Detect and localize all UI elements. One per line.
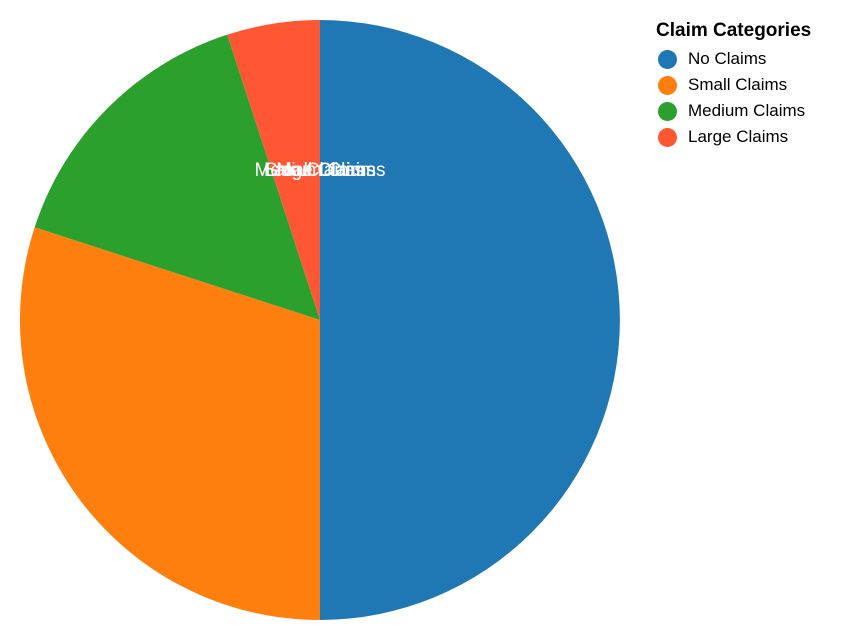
pie-slice-no-claims — [320, 20, 620, 620]
slice-label-no-claims: No Claims — [276, 160, 364, 181]
legend-label: Small Claims — [688, 75, 788, 94]
pie-slice-medium-claims — [34, 34, 321, 321]
legend-swatch — [658, 101, 677, 121]
legend-label: No Claims — [688, 49, 767, 68]
slice-label-small-claims: Small Claims — [265, 160, 376, 181]
pie-slices — [19, 20, 620, 621]
legend: Claim Categories No Claims Small Claims Me… — [656, 20, 852, 150]
legend-item-medium-claims: Medium Claims — [656, 98, 852, 124]
legend-swatch — [658, 75, 677, 95]
pie-slice-large-claims — [227, 20, 320, 320]
legend-item-no-claims: No Claims — [656, 46, 852, 72]
slice-label-medium-claims: Medium Claims — [255, 160, 386, 181]
legend-items: No Claims Small Claims Medium Claims Large … — [656, 46, 852, 150]
legend-label: Medium Claims — [688, 101, 806, 120]
legend-item-small-claims: Small Claims — [656, 72, 852, 98]
legend-swatch — [658, 49, 677, 69]
legend-label: Large Claims — [688, 127, 789, 146]
legend-swatch — [658, 127, 677, 147]
slice-label-large-claims: Large Claims — [264, 160, 376, 181]
legend-title: Claim Categories — [656, 20, 812, 41]
pie-slice-small-claims — [19, 227, 320, 621]
legend-item-large-claims: Large Claims — [656, 124, 852, 150]
